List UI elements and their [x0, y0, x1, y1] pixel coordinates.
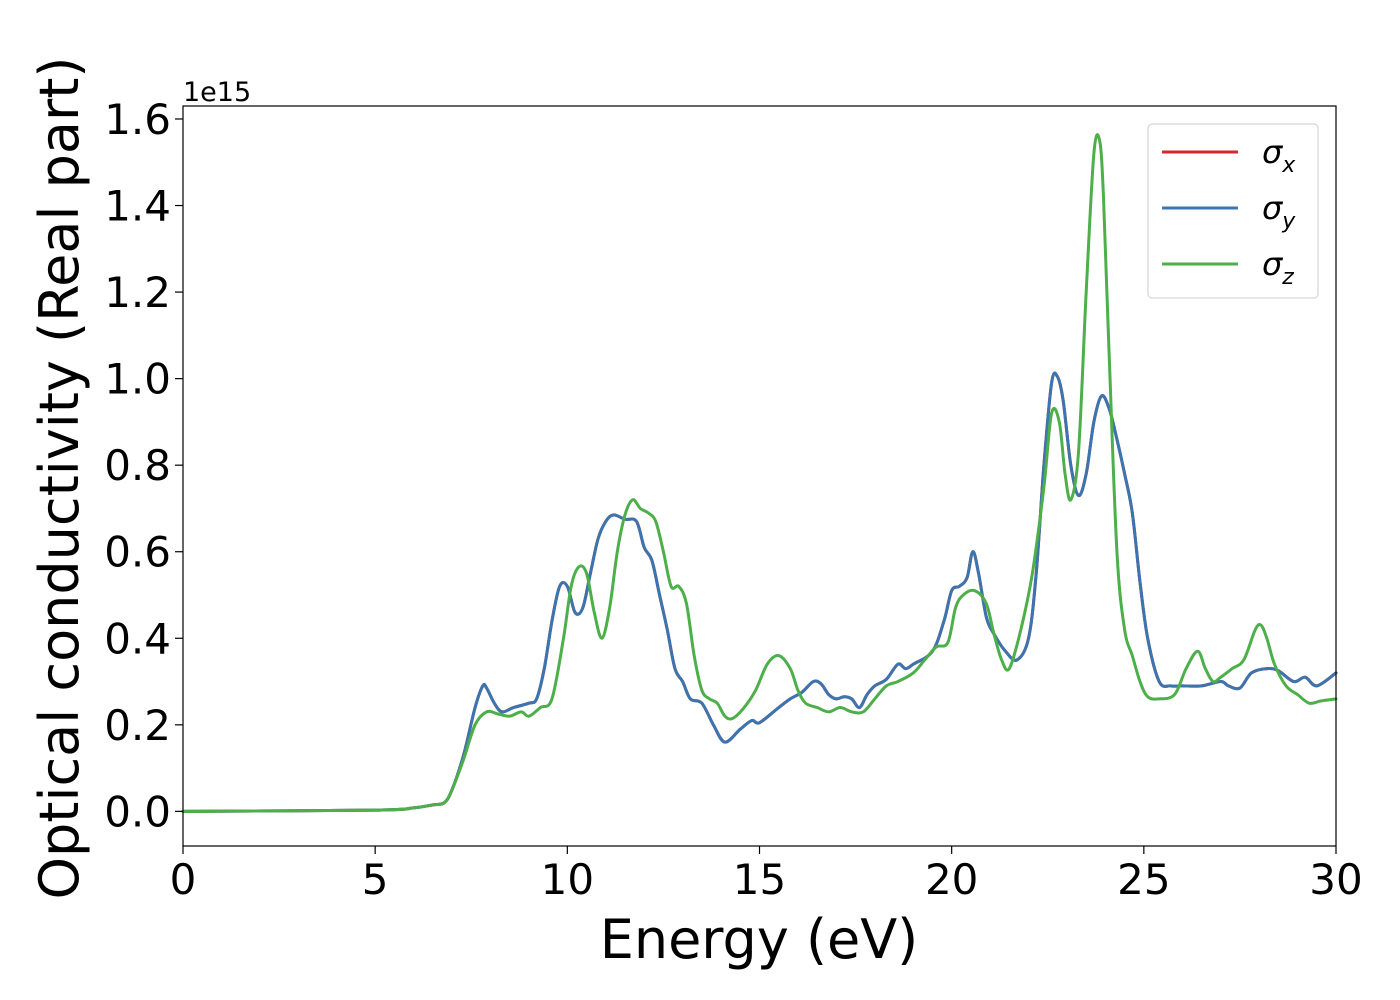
y-tick-label: 0.8 [104, 441, 171, 490]
legend-label-x: σx [1262, 133, 1296, 178]
series-line-y [181, 371, 1338, 813]
legend-label-y: σy [1262, 189, 1296, 234]
series-layer [181, 133, 1338, 813]
plot-frame [182, 105, 1337, 847]
y-axis-ticks: 0.0 0.2 0.4 0.6 0.8 1.0 1.2 1.4 1.6 [104, 95, 183, 836]
x-tick-label: 20 [925, 855, 978, 904]
y-tick-label: 1.6 [104, 95, 171, 144]
x-tick-label: 0 [170, 855, 197, 904]
x-tick-label: 10 [541, 855, 594, 904]
x-tick-label: 5 [362, 855, 389, 904]
y-offset-text: 1e15 [183, 77, 251, 108]
x-axis-label: Energy (eV) [600, 908, 919, 971]
y-tick-label: 1.4 [104, 182, 171, 231]
legend-label-z: σz [1262, 245, 1294, 290]
y-tick-label: 0.0 [104, 787, 171, 836]
y-tick-label: 0.6 [104, 528, 171, 577]
x-axis-ticks: 0 5 10 15 20 25 30 [170, 846, 1363, 904]
x-tick-label: 25 [1117, 855, 1170, 904]
x-tick-label: 30 [1309, 855, 1362, 904]
legend-frame [1147, 123, 1319, 299]
y-tick-label: 0.2 [104, 701, 171, 750]
x-tick-label: 15 [733, 855, 786, 904]
legend: σx σy σz [1147, 123, 1319, 299]
y-tick-label: 0.4 [104, 614, 171, 663]
y-tick-label: 1.0 [104, 355, 171, 404]
series-line-z [181, 133, 1338, 813]
y-axis-label: Optical conductivity (Real part) [28, 57, 91, 900]
y-tick-label: 1.2 [104, 268, 171, 317]
